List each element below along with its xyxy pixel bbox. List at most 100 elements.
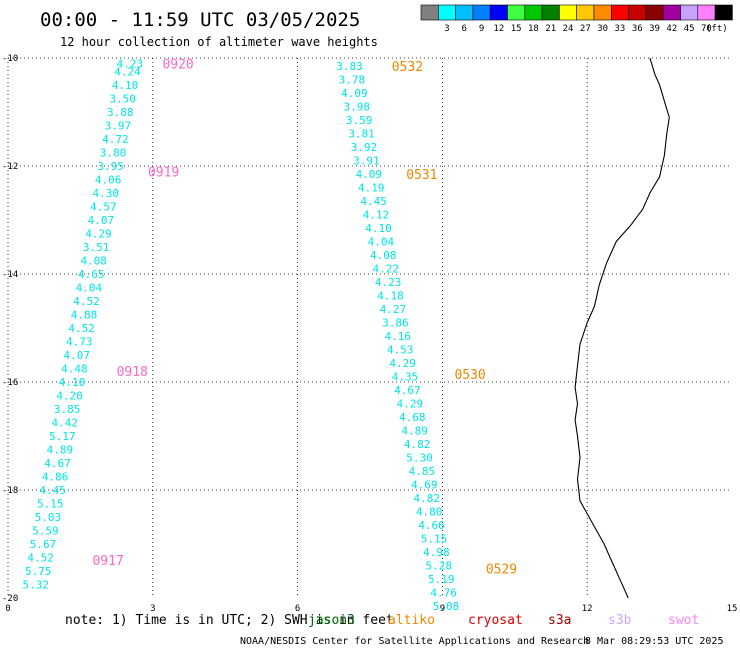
pass-time-label: 0529: [486, 562, 517, 577]
wave-height-label: 4.20: [56, 390, 83, 403]
color-bin-label: 6: [462, 24, 467, 34]
wave-height-label: 4.06: [95, 174, 122, 187]
satellite-legend: jason3 altiko cryosat s3a s3b swot: [308, 613, 699, 628]
wave-height-label: 4.27: [380, 303, 407, 316]
wave-height-label: 5.17: [49, 430, 76, 443]
wave-height-label: 3.81: [348, 128, 375, 141]
y-tick-label: -18: [2, 486, 18, 496]
wave-height-label: 4.09: [356, 168, 383, 181]
wave-height-label: 4.73: [66, 336, 93, 349]
wave-height-label: 5.08: [433, 600, 460, 613]
pass-time-label: 0918: [117, 365, 148, 380]
wave-height-label: 3.91: [353, 155, 380, 168]
coastline-path: [574, 57, 670, 599]
color-bin-label: 45: [684, 24, 695, 34]
color-bin-label: 12: [493, 24, 504, 34]
x-tick-label: 0: [5, 604, 10, 614]
color-bin-label: 24: [563, 24, 574, 34]
color-bin-label: 42: [666, 24, 677, 34]
wave-height-label: 4.76: [430, 587, 457, 600]
legend-item-altiko: altiko: [388, 613, 435, 628]
pass-time-label: 0919: [148, 165, 179, 180]
wave-height-label: 4.67: [44, 457, 71, 470]
x-tick-label: 3: [150, 604, 155, 614]
legend-note: note: 1) Time is in UTC; 2) SWH is in fe…: [65, 613, 394, 628]
wave-height-label: 4.07: [88, 214, 115, 227]
wave-height-label: 3.85: [54, 403, 81, 416]
wave-height-label: 4.10: [365, 222, 392, 235]
wave-height-label: 3.78: [339, 74, 366, 87]
color-bin: [437, 4, 456, 21]
wave-height-label: 4.07: [64, 349, 91, 362]
wave-height-label: 4.82: [404, 438, 431, 451]
x-tick-label: 9: [440, 604, 445, 614]
wave-height-label: 3.98: [344, 101, 371, 114]
wave-height-label: 4.18: [377, 290, 404, 303]
wave-height-label: 4.45: [39, 484, 66, 497]
color-bin: [489, 4, 508, 21]
chart-title: 00:00 - 11:59 UTC 03/05/2025: [40, 9, 360, 31]
wave-height-label: 4.85: [409, 465, 436, 478]
wave-height-label: 4.48: [61, 363, 88, 376]
wave-height-label: 4.67: [394, 384, 421, 397]
color-bin: [420, 4, 439, 21]
x-tick-label: 15: [727, 604, 738, 614]
wave-height-label: 4.10: [59, 376, 86, 389]
wave-height-label: 4.57: [90, 201, 117, 214]
wave-height-label: 4.29: [397, 398, 424, 411]
wave-height-label: 3.97: [105, 120, 132, 133]
wave-height-label: 4.30: [93, 187, 120, 200]
wave-height-label: 4.88: [71, 309, 98, 322]
wave-height-label: 4.23: [375, 276, 402, 289]
wave-height-label: 3.88: [107, 106, 134, 119]
y-tick-label: -10: [2, 54, 18, 64]
wave-height-label: 4.72: [102, 133, 129, 146]
legend-item-swot: swot: [668, 613, 699, 628]
wave-height-label: 3.86: [382, 317, 409, 330]
legend-item-s3a: s3a: [548, 613, 571, 628]
pass-time-label: 0920: [162, 57, 193, 72]
pass-time-label: 0917: [92, 554, 123, 569]
pass-time-label: 0531: [406, 168, 437, 183]
color-bin-label: 21: [545, 24, 556, 34]
color-bin: [541, 4, 560, 21]
color-bin: [697, 4, 716, 21]
wave-height-label: 5.15: [37, 498, 64, 511]
wave-height-label: 3.59: [346, 114, 373, 127]
wave-height-label: 5.32: [23, 579, 50, 592]
wave-height-label: 4.65: [78, 268, 105, 281]
legend-item-cryosat: cryosat: [468, 613, 523, 628]
wave-height-label: 4.35: [392, 371, 419, 384]
wave-height-label: 3.80: [100, 147, 127, 160]
color-bin: [507, 4, 526, 21]
wave-height-label: 4.04: [368, 236, 395, 249]
color-bin: [576, 4, 595, 21]
wave-height-label: 5.67: [30, 538, 57, 551]
color-bin: [714, 4, 733, 21]
color-bin-label: 3: [444, 24, 449, 34]
color-bin-label: 70: [701, 24, 712, 34]
color-bin-label: 18: [528, 24, 539, 34]
wave-height-label: 4.86: [42, 471, 69, 484]
color-scale-unit: (ft): [706, 24, 728, 34]
y-tick-label: -14: [2, 270, 18, 280]
color-bin-label: 36: [632, 24, 643, 34]
wave-height-label: 5.03: [35, 511, 62, 524]
wave-height-label: 4.68: [399, 411, 426, 424]
wave-height-label: 3.51: [83, 241, 110, 254]
color-bin-label: 15: [511, 24, 522, 34]
color-bin: [662, 4, 681, 21]
wave-height-label: 4.08: [370, 249, 397, 262]
color-bin-label: 33: [615, 24, 626, 34]
wave-height-label: 4.69: [411, 479, 438, 492]
wave-height-label: 4.89: [401, 425, 428, 438]
wave-height-label: 4.08: [80, 255, 107, 268]
y-tick-label: -20: [2, 594, 18, 604]
wave-height-label: 5.19: [428, 573, 455, 586]
y-tick-label: -12: [2, 162, 18, 172]
coastline: [574, 57, 670, 599]
color-bin: [524, 4, 543, 21]
chart-subtitle: 12 hour collection of altimeter wave hei…: [60, 35, 378, 49]
wave-height-label: 4.82: [413, 492, 440, 505]
